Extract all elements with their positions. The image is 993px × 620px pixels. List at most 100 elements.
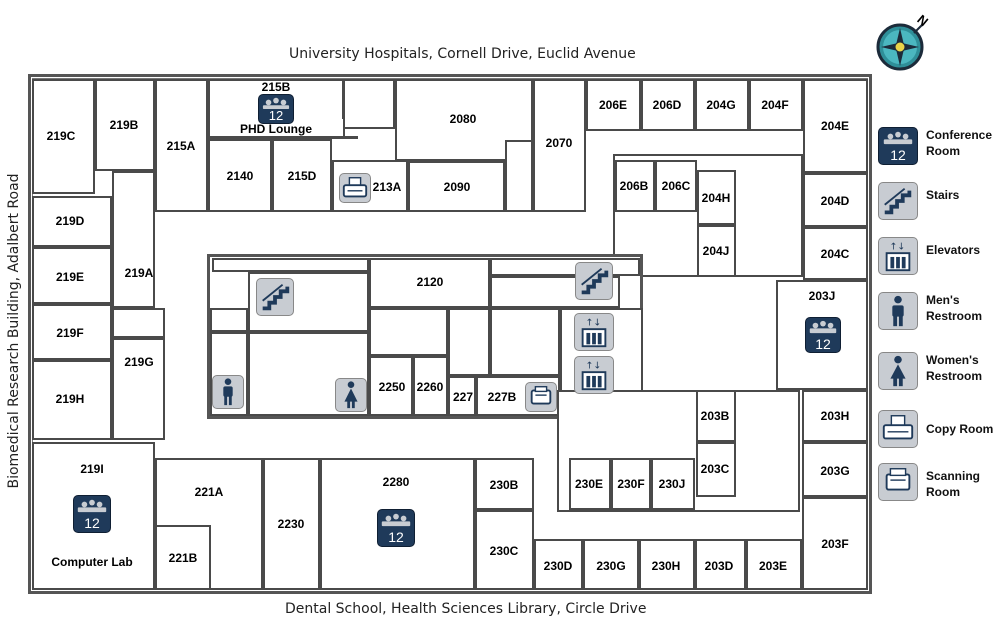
room-227b-label: 227B [487, 390, 517, 404]
conference-room-icon[interactable]: 12 [377, 509, 415, 547]
room-221b-label: 221B [168, 551, 198, 565]
room-203g[interactable] [802, 442, 868, 497]
room-204g[interactable] [695, 79, 749, 131]
room-203d[interactable] [695, 539, 746, 590]
room-204d[interactable] [803, 173, 868, 227]
room-230b-label: 230B [489, 478, 519, 492]
room-204h[interactable] [697, 170, 736, 225]
room-203b-label: 203B [700, 409, 730, 423]
room-227[interactable] [448, 376, 476, 416]
room-2280-label: 2280 [382, 475, 410, 489]
copy-room-icon[interactable] [339, 173, 371, 203]
room-230d[interactable] [534, 539, 583, 590]
room-203h[interactable] [802, 390, 868, 442]
room-2070[interactable] [533, 79, 586, 212]
room-206d[interactable] [641, 79, 695, 131]
legend-copy-label: Copy Room [926, 422, 993, 436]
room-219c[interactable] [32, 79, 95, 194]
room-206e[interactable] [586, 79, 641, 131]
conference-room-icon[interactable]: 12 [805, 317, 841, 353]
room-2120[interactable] [369, 258, 490, 308]
room-230f[interactable] [611, 458, 651, 510]
room-203f[interactable] [802, 497, 868, 590]
room-215a[interactable] [155, 79, 208, 212]
room-215b-east [345, 79, 395, 129]
room-219h-label: 219H [55, 392, 85, 406]
room-219d-label: 219D [55, 214, 85, 228]
womens-restroom-icon[interactable] [335, 378, 367, 412]
room-204d-label: 204D [820, 194, 850, 208]
room-230b[interactable] [475, 458, 534, 510]
room-2230-label: 2230 [277, 517, 305, 531]
stairs-icon[interactable] [575, 262, 613, 300]
room-203b[interactable] [696, 390, 736, 442]
room-219a[interactable] [112, 171, 155, 308]
room-206b[interactable] [615, 160, 655, 212]
legend-scanning-label: Scanning Room [926, 469, 981, 499]
room-219d[interactable] [32, 196, 112, 247]
room-219f-label: 219F [56, 326, 84, 340]
left-building-caption: Biomedical Research Building, Adalbert R… [6, 173, 22, 489]
room-219h[interactable] [32, 360, 112, 440]
elevator-icon[interactable]: ↑↓ [574, 313, 614, 351]
room-221b[interactable] [155, 525, 211, 590]
svg-text:↑↓: ↑↓ [585, 317, 601, 328]
legend-conference-label: Conference Room [926, 128, 993, 158]
room-230d-label: 230D [543, 559, 573, 573]
room-230c-label: 230C [489, 544, 519, 558]
room-2140[interactable] [208, 139, 272, 212]
bottom-street-caption: Dental School, Health Sciences Library, … [285, 601, 647, 617]
phd-lounge-divider [342, 79, 345, 119]
room-2250[interactable] [369, 356, 413, 416]
room-219c-label: 219C [46, 129, 76, 143]
room-2070-label: 2070 [545, 136, 573, 150]
room-203c[interactable] [696, 442, 736, 497]
room-219e-label: 219E [55, 270, 85, 284]
room-230j-label: 230J [658, 477, 686, 491]
phd-lounge-wall [208, 136, 358, 139]
legend-mens: Men's Restroom [878, 292, 990, 336]
room-219e[interactable] [32, 247, 112, 304]
room-2140-label: 2140 [226, 169, 254, 183]
phd-lounge-label: PHD Lounge [240, 122, 312, 136]
room-204e[interactable] [803, 79, 868, 173]
room-203e[interactable] [746, 539, 802, 590]
mens-restroom-icon[interactable] [212, 375, 244, 409]
room-230e[interactable] [569, 458, 611, 510]
room-230c[interactable] [475, 510, 534, 590]
womens-restroom-icon [878, 352, 918, 390]
room-215d-label: 215D [287, 169, 317, 183]
room-230h-label: 230H [651, 559, 681, 573]
room-2260[interactable] [413, 356, 448, 416]
conference-room-icon[interactable]: 12 [73, 495, 111, 533]
stairs-icon [878, 182, 918, 220]
room-215d[interactable] [272, 139, 332, 212]
top-street-caption: University Hospitals, Cornell Drive, Euc… [289, 46, 636, 62]
room-206c[interactable] [655, 160, 697, 212]
legend-conference-capacity: 12 [890, 147, 906, 163]
room-2260-label: 2260 [416, 380, 444, 394]
stairs-icon[interactable] [256, 278, 294, 316]
room-206d-label: 206D [652, 98, 682, 112]
room-204j[interactable] [697, 225, 736, 277]
room-230h[interactable] [639, 539, 695, 590]
room-2090[interactable] [408, 161, 505, 212]
room-219i-label: 219I [80, 462, 104, 476]
room-204f[interactable] [749, 79, 803, 131]
room-203d-label: 203D [704, 559, 734, 573]
room-2080[interactable] [395, 79, 533, 161]
room-219b[interactable] [95, 79, 155, 171]
room-219f[interactable] [32, 304, 112, 360]
room-2230[interactable] [263, 458, 320, 590]
room-219g[interactable] [112, 338, 165, 440]
room-219b-label: 219B [109, 118, 139, 132]
room-230g[interactable] [583, 539, 639, 590]
scanning-room-icon[interactable] [525, 382, 557, 412]
room-2120-label: 2120 [416, 275, 444, 289]
elevator-icon[interactable]: ↑↓ [574, 356, 614, 394]
room-2080-label: 2080 [449, 112, 477, 126]
conference-room-icon[interactable]: 12 [258, 94, 294, 124]
room-230j[interactable] [651, 458, 695, 510]
legend-womens-label: Women's Restroom [926, 353, 983, 383]
room-204c[interactable] [803, 227, 868, 280]
